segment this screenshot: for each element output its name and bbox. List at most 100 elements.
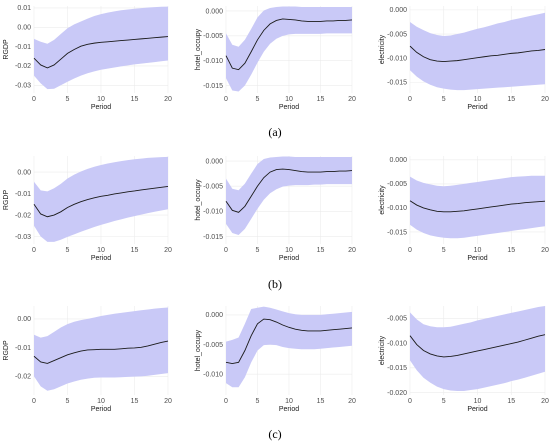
y-tick-label: -0.005: [387, 31, 407, 38]
response-line: [33, 36, 169, 69]
x-axis-title: Period: [279, 255, 299, 262]
x-tick-label: 10: [285, 247, 293, 254]
x-tick-label: 15: [317, 398, 325, 405]
y-tick-label: -0.01: [15, 191, 31, 198]
y-tick-label: -0.015: [387, 229, 407, 236]
x-tick-label: 20: [541, 96, 549, 103]
y-tick-label: -0.02: [15, 212, 31, 219]
chart-panel: 0 5 10 15 20 0.000 -0.005 -0.010 -0.015 Period ele…: [379, 6, 549, 111]
y-tick-label: -0.010: [387, 205, 407, 212]
y-tick-label: 0.00: [17, 169, 31, 176]
x-tick-label: 10: [97, 247, 105, 254]
chart-panel: 0 5 10 15 20 0.00 -0.01 -0.02 Period RGDP: [3, 306, 172, 413]
response-line: [225, 168, 353, 213]
chart-panel: 0 5 10 15 20 0.000 -0.005 -0.010 -0.015 Period ele…: [379, 156, 549, 262]
chart-panel: 0 5 10 15 20 0.000 -0.005 -0.010 -0.015 Period hot…: [195, 156, 356, 262]
y-axis-title: RGDP: [3, 190, 10, 211]
x-tick-label: 15: [131, 398, 139, 405]
x-tick-label: 20: [348, 247, 356, 254]
y-axis-title: hotel_occupy: [195, 179, 202, 221]
response-line: [225, 18, 353, 71]
x-tick-label: 15: [317, 96, 325, 103]
chart-panel: 0 5 10 15 20 0.00 -0.01 -0.02 -0.03 Period RGDP: [3, 156, 172, 262]
x-tick-label: 0: [408, 96, 412, 103]
y-tick-label: -0.015: [387, 80, 407, 87]
x-tick-label: 20: [541, 398, 549, 405]
x-tick-label: 10: [285, 398, 293, 405]
x-tick-label: 5: [442, 96, 446, 103]
x-tick-label: 20: [164, 398, 172, 405]
x-tick-label: 5: [66, 96, 70, 103]
x-tick-label: 20: [348, 96, 356, 103]
confidence-band: [226, 156, 352, 235]
chart-panel: 0 5 10 15 20 0.000 -0.005 -0.010 Period hotel_occ…: [195, 306, 356, 413]
y-tick-label: -0.020: [387, 390, 407, 397]
x-tick-label: 0: [224, 398, 228, 405]
y-tick-label: -0.005: [203, 33, 223, 40]
y-axis-title: electricity: [379, 34, 386, 64]
caption-b: (b): [268, 277, 282, 291]
x-axis-title: Period: [279, 104, 299, 111]
x-tick-label: 5: [256, 247, 260, 254]
x-tick-label: 5: [442, 398, 446, 405]
y-tick-label: 0.00: [17, 25, 31, 32]
response-line: [33, 186, 169, 218]
x-axis-title: Period: [467, 104, 487, 111]
y-tick-label: 0.000: [205, 8, 223, 15]
caption-a: (a): [268, 125, 281, 139]
x-tick-label: 10: [474, 398, 482, 405]
chart-panel: 0 5 10 15 20 -0.005 -0.010 -0.015 -0.020 Period el…: [379, 306, 549, 413]
x-tick-label: 0: [32, 398, 36, 405]
y-tick-label: -0.005: [387, 316, 407, 323]
confidence-band: [410, 306, 545, 392]
y-tick-label: -0.010: [387, 56, 407, 63]
x-axis-title: Period: [279, 406, 299, 413]
y-tick-label: 0.000: [389, 157, 407, 164]
x-tick-label: 20: [164, 247, 172, 254]
chart-panel: 0 5 10 15 20 0.000 -0.005 -0.010 -0.015 Period hot…: [195, 6, 356, 111]
y-tick-label: 0.000: [205, 158, 223, 165]
y-tick-label: -0.02: [15, 374, 31, 381]
x-tick-label: 0: [224, 247, 228, 254]
y-tick-label: -0.01: [15, 345, 31, 352]
x-tick-label: 10: [97, 96, 105, 103]
x-axis-title: Period: [467, 255, 487, 262]
x-tick-label: 0: [408, 398, 412, 405]
x-tick-label: 5: [66, 398, 70, 405]
y-tick-label: -0.015: [203, 234, 223, 241]
y-axis-title: hotel_occupy: [195, 28, 202, 70]
y-tick-label: 0.000: [389, 7, 407, 14]
x-tick-label: 0: [32, 247, 36, 254]
y-axis-title: electricity: [379, 335, 386, 365]
x-tick-label: 5: [256, 398, 260, 405]
x-axis-title: Period: [91, 406, 111, 413]
y-tick-label: -0.005: [203, 183, 223, 190]
response-line: [225, 318, 353, 365]
y-tick-label: -0.010: [203, 58, 223, 65]
x-tick-label: 10: [285, 96, 293, 103]
x-axis-title: Period: [467, 406, 487, 413]
y-tick-label: -0.010: [387, 340, 407, 347]
x-tick-label: 15: [317, 247, 325, 254]
y-axis-title: RGDP: [3, 340, 10, 361]
y-tick-label: -0.015: [203, 83, 223, 90]
y-tick-label: -0.02: [15, 63, 31, 70]
x-tick-label: 20: [541, 247, 549, 254]
x-tick-label: 5: [256, 96, 260, 103]
y-tick-label: 0.00: [17, 316, 31, 323]
y-axis-title: hotel_occupy: [195, 329, 202, 371]
x-tick-label: 0: [32, 96, 36, 103]
x-tick-label: 15: [507, 247, 515, 254]
confidence-band: [34, 6, 168, 90]
response-line: [409, 45, 546, 63]
x-tick-label: 10: [474, 96, 482, 103]
x-tick-label: 15: [131, 247, 139, 254]
response-line: [409, 200, 546, 213]
y-axis-title: RGDP: [3, 39, 10, 60]
x-tick-label: 20: [164, 96, 172, 103]
y-tick-label: -0.015: [387, 365, 407, 372]
response-line: [33, 340, 169, 364]
chart-panel: 0 5 10 15 20 0.01 0.00 -0.01 -0.02 -0.03 Period RGD…: [3, 5, 172, 111]
x-tick-label: 10: [97, 398, 105, 405]
